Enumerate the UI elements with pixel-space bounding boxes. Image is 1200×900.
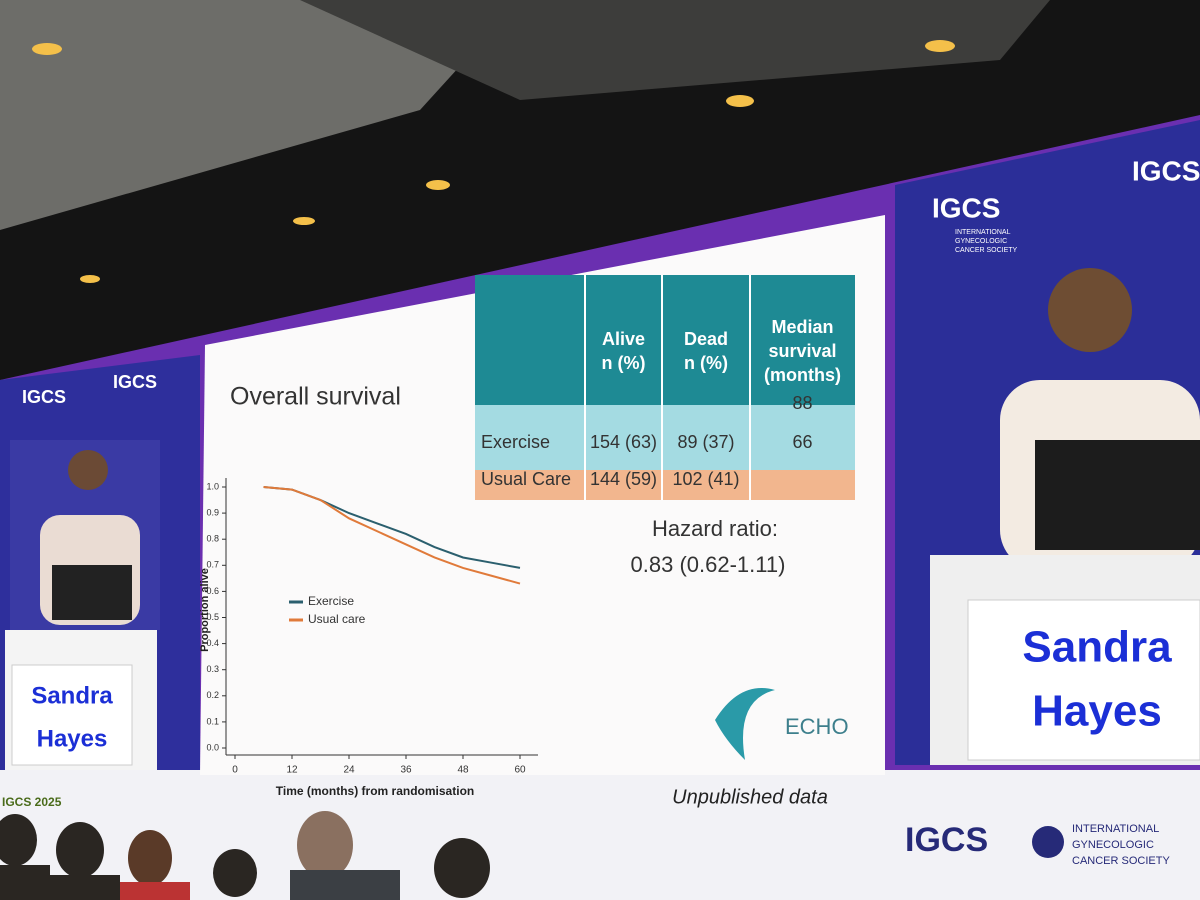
hazard-value: 0.83 (0.62-1.11)	[631, 552, 786, 577]
name-card	[967, 599, 1200, 761]
x-tick-label: 0	[232, 765, 238, 776]
table-cell: 89 (37)	[677, 432, 734, 452]
table-cell: 102 (41)	[672, 469, 739, 489]
legend-label: Usual care	[308, 612, 366, 626]
note: Unpublished data	[672, 786, 828, 808]
logo-text: CANCER SOCIETY	[1072, 855, 1170, 867]
table-cell: 144 (59)	[590, 469, 657, 489]
y-tick-label: 0.3	[206, 664, 219, 674]
logo-text: ECHO	[785, 714, 849, 739]
logo: IGCS	[932, 192, 1000, 223]
speaker-name: Sandra	[1022, 623, 1172, 672]
table-header-text: Alive	[602, 329, 645, 349]
table-header-text: Median	[771, 317, 833, 337]
y-tick-label: 0.4	[206, 638, 219, 648]
table-row	[475, 470, 855, 500]
ceiling-panel	[300, 0, 1050, 100]
hazard-label: Hazard ratio:	[652, 516, 778, 541]
row-label: Exercise	[481, 432, 550, 452]
logo-text: GYNECOLOGIC	[1072, 839, 1154, 851]
logo-text: INTERNATIONAL	[955, 229, 1011, 236]
x-tick-label: 60	[514, 765, 526, 776]
slide-title: Overall survival	[230, 383, 401, 411]
logo-text: CANCER SOCIETY	[955, 247, 1018, 254]
table-header-text: survival	[768, 341, 836, 361]
audience	[0, 811, 490, 900]
x-tick-label: 24	[343, 765, 355, 776]
name-card	[11, 664, 133, 766]
laptop	[52, 565, 132, 620]
speaker-name: Hayes	[1032, 687, 1162, 736]
table-cell: 66	[792, 432, 812, 452]
y-tick-label: 0.0	[206, 742, 219, 752]
logo: IGCS	[22, 387, 66, 407]
echo-logo	[715, 688, 775, 760]
event: IGCS 2025	[2, 795, 62, 809]
ceiling-panel	[0, 0, 520, 230]
y-tick-label: 0.8	[206, 534, 219, 544]
x-tick-label: 48	[457, 765, 469, 776]
y-tick-label: 0.1	[206, 716, 219, 726]
y-axis-label: Proportion alive	[199, 568, 211, 652]
y-tick-label: 0.9	[206, 507, 219, 517]
logo: IGCS	[905, 821, 988, 859]
banner	[0, 770, 1200, 900]
x-tick-label: 12	[286, 765, 298, 776]
ceiling-lights	[32, 40, 955, 283]
logo: IGCS	[1132, 155, 1200, 186]
y-tick-label: 0.5	[206, 612, 219, 622]
speaker-name: Sandra	[31, 682, 113, 709]
y-tick-label: 1.0	[206, 481, 219, 491]
speaker	[1048, 268, 1132, 352]
survival-curve	[263, 486, 521, 585]
table-header	[475, 275, 855, 405]
table-header-text: n (%)	[602, 353, 646, 373]
table-cell: 154 (63)	[590, 432, 657, 452]
logo-text: GYNECOLOGIC	[955, 238, 1007, 245]
logo: IGCS	[113, 372, 157, 392]
y-tick-label: 0.6	[206, 586, 219, 596]
results-table: Alive n (%) Dead n (%) Median survival (months…	[475, 275, 855, 500]
y-tick-label: 0.7	[206, 560, 219, 570]
table-header-text: n (%)	[684, 353, 728, 373]
x-axis-label: Time (months) from randomisation	[276, 784, 474, 798]
logo-mark	[1032, 826, 1064, 858]
table-cell: 88	[792, 393, 812, 413]
speaker	[68, 450, 108, 490]
x-tick-label: 36	[400, 765, 412, 776]
table-row	[475, 405, 855, 437]
logo-text: INTERNATIONAL	[1072, 823, 1159, 835]
row-label: Usual Care	[481, 469, 571, 489]
table-header-text: Dead	[684, 329, 728, 349]
laptop	[1035, 440, 1200, 550]
table-row	[475, 437, 855, 470]
table-header-text: (months)	[764, 365, 841, 385]
y-tick-label: 0.2	[206, 690, 219, 700]
speaker-name: Hayes	[37, 725, 108, 752]
legend-label: Exercise	[308, 594, 354, 608]
